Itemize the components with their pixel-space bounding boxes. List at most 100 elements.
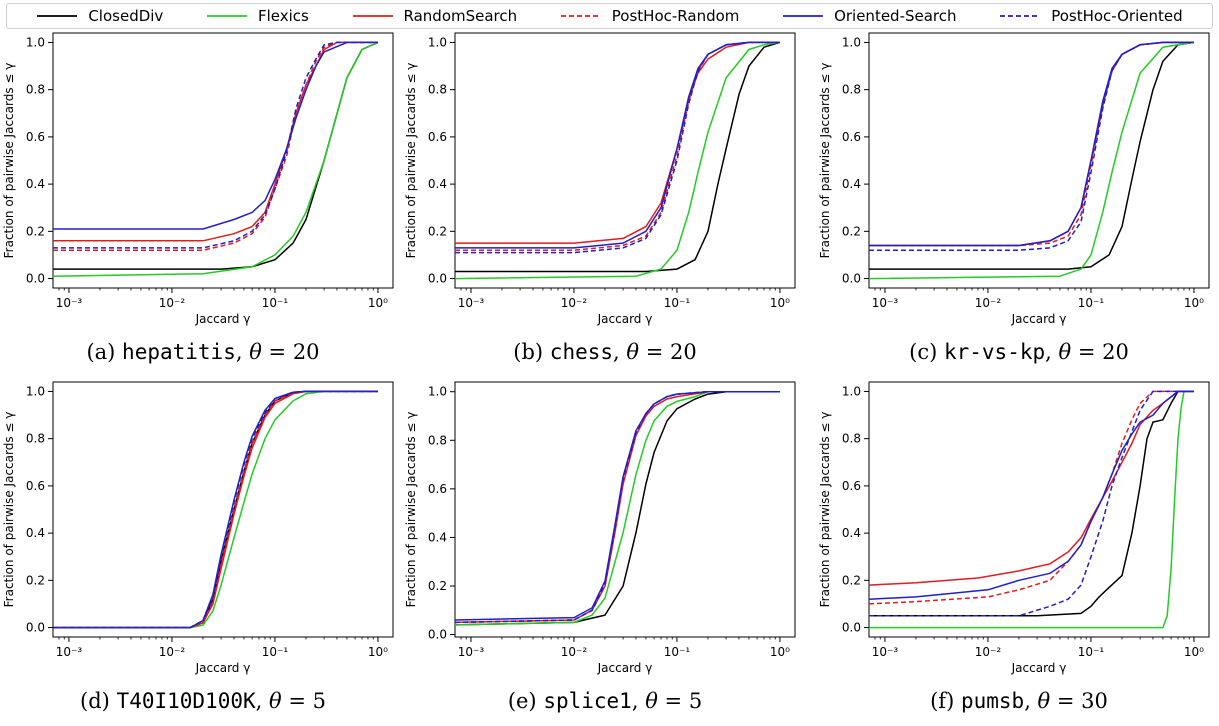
caption-label: (f) (930, 689, 954, 713)
plot-frame (454, 32, 796, 289)
y-axis-label: Fraction of pairwise Jaccards ≤ γ (818, 63, 832, 259)
y-tick-label: 0.6 (428, 482, 447, 496)
series-line-flexics (869, 390, 1194, 629)
legend-item: PostHoc-Oriented (999, 7, 1183, 25)
x-axis-label: Jaccard γ (1011, 312, 1067, 326)
caption-label: (a) (86, 340, 115, 364)
series-line-posthoc-oriented (454, 390, 780, 624)
y-axis-label: Fraction of pairwise Jaccards ≤ γ (404, 63, 418, 259)
caption-dataset: hepatitis (122, 340, 236, 364)
y-axis-label: Fraction of pairwise Jaccards ≤ γ (818, 412, 832, 608)
series-line-posthoc-oriented (53, 390, 378, 629)
x-axis-label: Jaccard γ (597, 312, 653, 326)
chart-panel: 10⁻³ 10⁻² 10⁻¹ 10⁰ 0.0 0.2 0.4 0.6 0.8 1.0 Jaccard… (404, 32, 796, 364)
legend-label: ClosedDiv (88, 7, 164, 25)
y-tick-label: 0.8 (26, 83, 45, 97)
chart-panel: 10⁻³ 10⁻² 10⁻¹ 10⁰ 0.0 0.2 0.4 0.6 0.8 1.0 Jaccard… (404, 381, 796, 713)
y-tick-label: 1.0 (428, 385, 447, 399)
x-tick-label: 10⁻² (159, 296, 186, 310)
y-tick-label: 0.2 (842, 224, 861, 238)
y-tick-label: 1.0 (842, 35, 861, 49)
caption-theta-value: 30 (1081, 689, 1108, 713)
legend-item: Oriented-Search (782, 7, 957, 25)
y-tick-label: 0.4 (26, 177, 45, 191)
series-line-closeddiv (455, 41, 781, 273)
y-tick-label: 0.2 (842, 573, 861, 587)
legend-item: Flexics (206, 7, 309, 25)
x-tick-label: 10⁻² (561, 645, 588, 659)
y-tick-label: 0.4 (26, 526, 45, 540)
y-tick-label: 0.6 (842, 130, 861, 144)
y-tick-label: 1.0 (26, 384, 45, 398)
x-tick-label: 10⁻¹ (664, 645, 691, 659)
series-line-flexics (868, 41, 1195, 280)
series-line-flexics (454, 41, 781, 280)
y-tick-label: 0.8 (26, 432, 45, 446)
x-tick-label: 10⁰ (1184, 296, 1204, 310)
y-tick-label: 0.0 (842, 272, 861, 286)
legend-item: ClosedDiv (36, 7, 163, 25)
x-tick-label: 10⁻³ (872, 645, 899, 659)
x-tick-label: 10⁻² (975, 645, 1002, 659)
y-axis-label: Fraction of pairwise Jaccards ≤ γ (404, 412, 418, 608)
series-line-posthoc-random (868, 390, 1194, 605)
x-tick-label: 10⁻² (159, 645, 186, 659)
x-tick-label: 10⁰ (770, 296, 790, 310)
caption-theta-value: 5 (689, 689, 702, 713)
caption-dataset: splice1 (543, 689, 632, 713)
y-tick-label: 0.6 (26, 130, 45, 144)
series-line-oriented-search (868, 390, 1194, 600)
chart-panel: 10⁻³ 10⁻² 10⁻¹ 10⁰ 0.0 0.2 0.4 0.6 0.8 1.0 Jaccard… (2, 381, 394, 713)
y-tick-label: 0.4 (842, 526, 861, 540)
x-tick-label: 10⁻² (561, 296, 588, 310)
x-tick-label: 10⁻¹ (262, 296, 289, 310)
y-axis-label: Fraction of pairwise Jaccards ≤ γ (2, 412, 16, 608)
y-tick-label: 0.2 (26, 224, 45, 238)
x-tick-label: 10⁻¹ (1078, 645, 1105, 659)
legend-label: Flexics (257, 7, 309, 25)
caption-dataset: chess (550, 340, 613, 364)
legend-swatch (352, 15, 393, 17)
legend-label: RandomSearch (403, 7, 518, 25)
x-tick-label: 10⁻³ (458, 296, 485, 310)
x-axis-label: Jaccard γ (195, 312, 251, 326)
caption-theta-value: 20 (293, 340, 320, 364)
subfigure-caption: (b) chess, θ = 20 (513, 340, 696, 364)
legend-swatch (1000, 15, 1041, 17)
chart-panel: 10⁻³ 10⁻² 10⁻¹ 10⁰ 0.0 0.2 0.4 0.6 0.8 1.0 Jaccard… (818, 381, 1210, 713)
plot-frame (52, 381, 394, 638)
series-line-flexics (52, 41, 379, 277)
x-axis-label: Jaccard γ (597, 661, 653, 675)
x-tick-label: 10⁻³ (56, 645, 83, 659)
x-tick-label: 10⁰ (1184, 645, 1204, 659)
plot-frame (52, 32, 394, 289)
series-line-posthoc-oriented (869, 41, 1194, 251)
legend-item: PostHoc-Random (560, 7, 739, 25)
caption-dataset: pumsb (961, 689, 1024, 713)
y-tick-label: 1.0 (428, 35, 447, 49)
y-tick-label: 0.8 (842, 432, 861, 446)
x-tick-label: 10⁻³ (56, 296, 83, 310)
series-line-posthoc-oriented (869, 390, 1194, 617)
caption-theta-symbol: θ (645, 689, 658, 713)
caption-theta-symbol: θ (626, 340, 639, 364)
series-line-oriented-search (454, 390, 780, 621)
legend: ClosedDiv Flexics RandomSearch PostHoc-Rand… (6, 3, 1213, 29)
x-tick-label: 10⁻³ (458, 645, 485, 659)
y-tick-label: 0.2 (428, 224, 447, 238)
y-tick-label: 0.4 (842, 177, 861, 191)
series-line-closeddiv (53, 41, 379, 270)
series-line-posthoc-random (53, 390, 378, 629)
caption-theta-value: 20 (1102, 340, 1129, 364)
series-line-posthoc-random (53, 41, 378, 251)
legend-swatch (37, 15, 78, 17)
series-line-posthoc-random (455, 41, 780, 251)
x-tick-label: 10⁻³ (872, 296, 899, 310)
y-tick-label: 1.0 (842, 384, 861, 398)
y-tick-label: 0.4 (428, 177, 447, 191)
subfigure-caption: (e) splice1, θ = 5 (508, 689, 702, 713)
series-line-flexics (53, 390, 378, 629)
legend-label: Oriented-Search (834, 7, 957, 25)
y-tick-label: 0.8 (428, 433, 447, 447)
y-tick-label: 0.6 (26, 479, 45, 493)
